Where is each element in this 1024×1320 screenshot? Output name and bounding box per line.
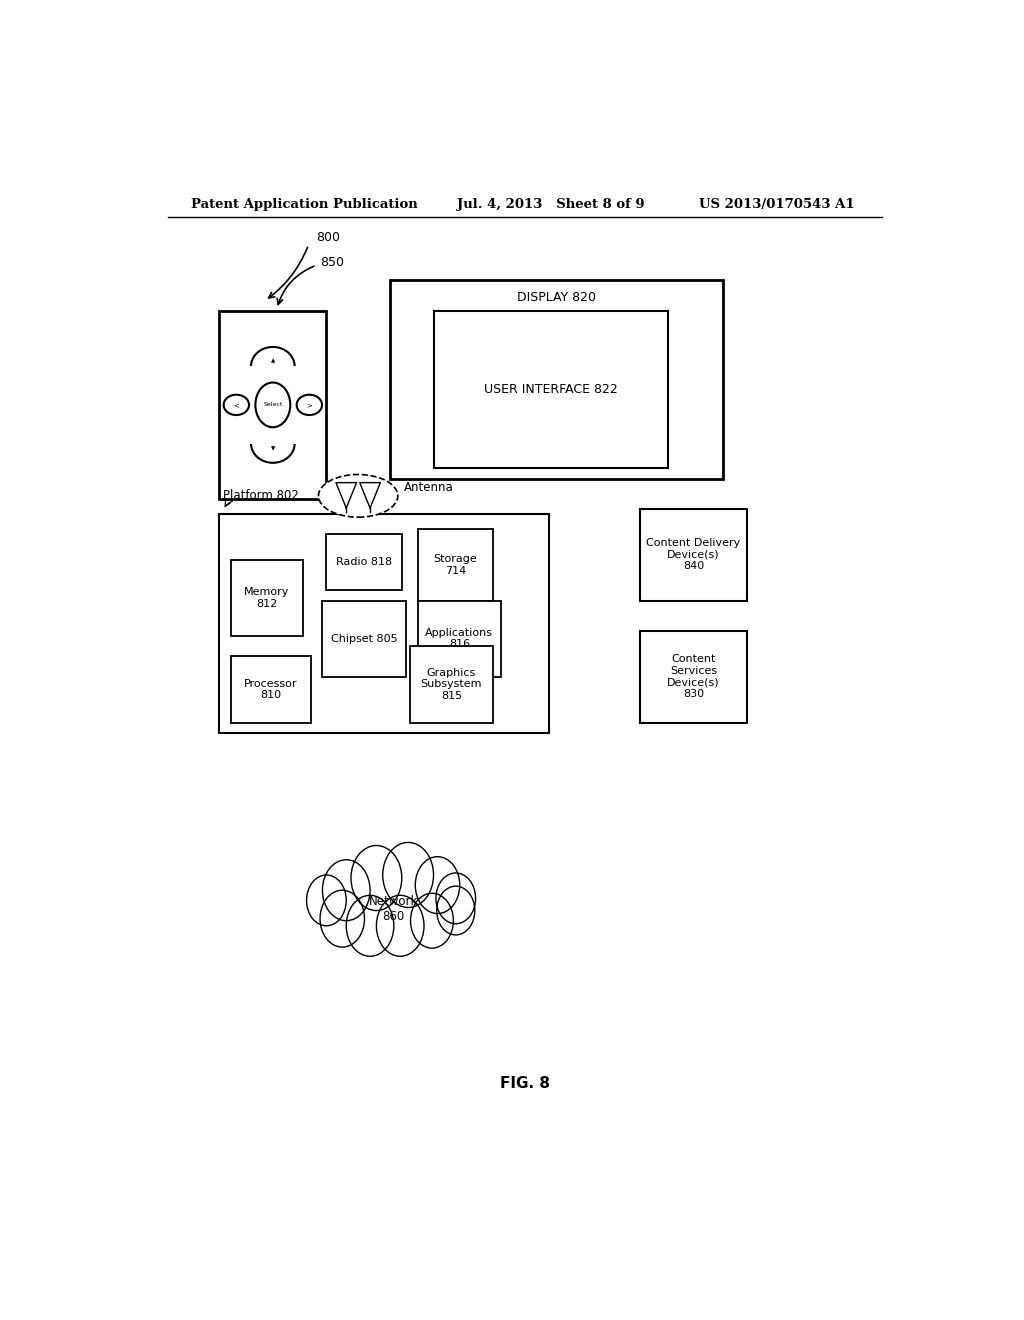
Text: Memory
812: Memory 812	[244, 587, 290, 609]
Bar	[640, 631, 748, 722]
Text: 800: 800	[316, 231, 340, 244]
Text: USER INTERFACE 822: USER INTERFACE 822	[483, 383, 617, 396]
Text: ▲: ▲	[270, 359, 275, 364]
Text: Jul. 4, 2013   Sheet 8 of 9: Jul. 4, 2013 Sheet 8 of 9	[458, 198, 645, 211]
Bar	[327, 535, 401, 590]
Text: Patent Application Publication: Patent Application Publication	[191, 198, 418, 211]
Text: Processor
810: Processor 810	[244, 678, 298, 701]
Circle shape	[411, 894, 454, 948]
Text: Content
Services
Device(s)
830: Content Services Device(s) 830	[667, 655, 720, 700]
Text: >: >	[306, 401, 312, 408]
Text: Antenna: Antenna	[404, 482, 454, 494]
Circle shape	[383, 842, 433, 907]
Text: FIG. 8: FIG. 8	[500, 1076, 550, 1090]
Text: Applications
816: Applications 816	[425, 628, 494, 649]
Circle shape	[436, 873, 475, 924]
Text: DISPLAY 820: DISPLAY 820	[517, 290, 596, 304]
Text: Graphics
Subsystem
815: Graphics Subsystem 815	[421, 668, 482, 701]
Text: US 2013/0170543 A1: US 2013/0170543 A1	[699, 198, 855, 211]
Text: Radio 818: Radio 818	[336, 557, 392, 568]
Bar	[410, 647, 494, 722]
Bar	[323, 601, 406, 677]
Circle shape	[436, 886, 475, 935]
Ellipse shape	[251, 347, 295, 385]
Text: <: <	[233, 401, 240, 408]
Bar	[231, 656, 310, 722]
Bar	[433, 312, 668, 469]
Circle shape	[323, 859, 370, 921]
Circle shape	[346, 895, 394, 956]
Ellipse shape	[223, 395, 249, 414]
Circle shape	[255, 383, 290, 428]
Bar	[231, 560, 303, 636]
Ellipse shape	[251, 424, 295, 463]
Circle shape	[416, 857, 460, 913]
Text: Network
860: Network 860	[370, 895, 419, 923]
Ellipse shape	[318, 474, 398, 517]
Ellipse shape	[297, 395, 322, 414]
Text: Select: Select	[263, 403, 283, 408]
Circle shape	[351, 846, 401, 911]
Text: Storage
714: Storage 714	[433, 554, 477, 576]
Bar	[390, 280, 723, 479]
Text: ▼: ▼	[270, 446, 275, 451]
Circle shape	[306, 875, 346, 925]
Bar	[247, 421, 299, 444]
Text: Content Delivery
Device(s)
840: Content Delivery Device(s) 840	[646, 539, 740, 572]
Bar	[219, 515, 549, 733]
Bar	[418, 601, 501, 677]
Bar	[219, 312, 327, 499]
Text: 850: 850	[321, 256, 344, 268]
Bar	[418, 529, 494, 601]
Bar	[640, 510, 748, 601]
Text: Chipset 805: Chipset 805	[331, 634, 397, 644]
Circle shape	[377, 895, 424, 956]
Text: Platform 802: Platform 802	[223, 490, 299, 503]
Bar	[247, 366, 299, 388]
Circle shape	[321, 890, 365, 948]
